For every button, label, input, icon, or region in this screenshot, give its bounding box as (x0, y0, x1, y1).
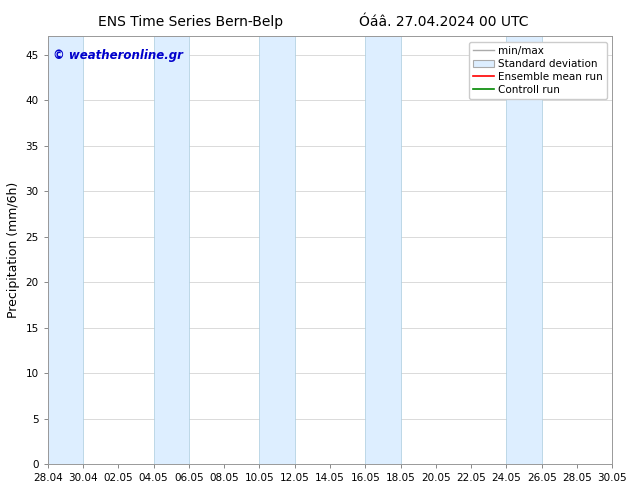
Bar (259, 36, 295, 464)
Bar (507, 36, 541, 464)
Text: ENS Time Series Bern-Belp: ENS Time Series Bern-Belp (98, 15, 283, 29)
Bar (48, 36, 83, 464)
Legend: min/max, Standard deviation, Ensemble mean run, Controll run: min/max, Standard deviation, Ensemble me… (469, 42, 607, 99)
Bar (365, 36, 401, 464)
Y-axis label: Precipitation (mm/6h): Precipitation (mm/6h) (7, 182, 20, 318)
Text: Óáâ. 27.04.2024 00 UTC: Óáâ. 27.04.2024 00 UTC (359, 15, 529, 29)
Text: © weatheronline.gr: © weatheronline.gr (53, 49, 183, 62)
Bar (153, 36, 189, 464)
